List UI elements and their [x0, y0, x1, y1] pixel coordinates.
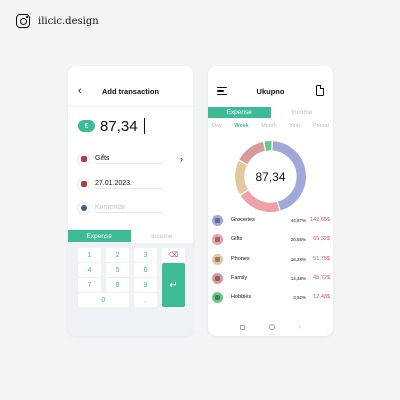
- add-transaction-header: ‹ Add transaction: [68, 84, 193, 98]
- list-item[interactable]: Groceries 44,87% 142,65$: [208, 214, 333, 226]
- page-title: Add transaction: [101, 86, 160, 96]
- expense-donut-chart: [235, 141, 306, 212]
- category-percent: 20,55%: [290, 236, 306, 242]
- category-amount: 65,32$: [313, 236, 330, 242]
- summary-header: Ukupno: [208, 84, 333, 98]
- period-custom[interactable]: Period: [313, 123, 329, 129]
- gift-icon: [212, 233, 223, 245]
- key-0[interactable]: 0: [78, 293, 129, 307]
- category-amount: 45,72$: [313, 275, 330, 281]
- tab-income[interactable]: Income: [270, 107, 333, 118]
- key-1[interactable]: 1: [78, 248, 101, 262]
- key-9[interactable]: 9: [134, 278, 157, 292]
- category-amount: 12,48$: [313, 294, 330, 300]
- menu-icon[interactable]: [217, 87, 227, 95]
- category-name: Phones: [231, 256, 250, 262]
- category-percent: 14,38%: [290, 275, 306, 281]
- back-arrow-icon[interactable]: ‹: [78, 85, 82, 97]
- header-divider: [68, 106, 193, 107]
- key-3[interactable]: 3: [134, 248, 157, 262]
- summary-type-tabs: Expense Income: [208, 107, 333, 118]
- comment-icon: [78, 202, 89, 214]
- nav-back-icon[interactable]: ‹: [298, 323, 302, 331]
- text-caret: [143, 118, 145, 134]
- list-item[interactable]: Phones 16,28% 51,75$: [208, 253, 333, 265]
- hobbies-icon: [212, 291, 223, 303]
- category-name: Gifts: [231, 236, 243, 242]
- donut-total: 87,34: [255, 169, 286, 184]
- period-month[interactable]: Month: [261, 123, 277, 129]
- tab-expense[interactable]: Expense: [68, 230, 131, 242]
- calendar-icon: [78, 178, 89, 190]
- comment-field[interactable]: Komentar: [78, 201, 183, 215]
- home-icon[interactable]: [268, 324, 275, 330]
- period-day[interactable]: Day: [212, 123, 222, 129]
- gift-icon: [78, 153, 89, 165]
- recents-icon[interactable]: [239, 324, 245, 330]
- backspace-icon[interactable]: ⌫: [162, 248, 185, 262]
- list-item[interactable]: Family 14,38% 45,72$: [208, 272, 333, 284]
- category-percent: 3,92%: [293, 294, 306, 300]
- phone-icon: [212, 253, 223, 265]
- page-title: Ukupno: [256, 86, 285, 96]
- category-percent: 44,87%: [290, 217, 306, 223]
- tab-expense[interactable]: Expense: [208, 107, 271, 118]
- donut-segment-family: [239, 141, 266, 165]
- document-icon[interactable]: [316, 84, 325, 96]
- category-amount: 51,75$: [313, 256, 330, 262]
- category-value: Gifts: [95, 155, 163, 164]
- chevron-right-icon[interactable]: ›: [180, 154, 183, 164]
- summary-screen: Ukupno Expense Income Day Week Month Yea…: [208, 66, 333, 336]
- add-transaction-screen: ‹ Add transaction € 87,34 Gifts › 27.01.…: [68, 66, 193, 336]
- amount-input[interactable]: € 87,34: [78, 116, 183, 136]
- key-8[interactable]: 8: [106, 278, 129, 292]
- groceries-icon: [212, 214, 223, 226]
- category-percent: 16,28%: [290, 256, 306, 262]
- period-selector: Day Week Month Year Period: [212, 123, 329, 129]
- period-week[interactable]: Week: [234, 123, 249, 129]
- key-decimal[interactable]: .: [134, 293, 157, 307]
- instagram-icon: [16, 14, 30, 28]
- category-name: Hobbies: [231, 294, 252, 300]
- category-field[interactable]: Gifts ›: [78, 152, 183, 166]
- numeric-keypad: 1 2 3 ⌫ 4 5 6 7 8 9 0 . ↵: [68, 243, 193, 336]
- period-year[interactable]: Year: [289, 123, 301, 129]
- family-icon: [212, 272, 223, 284]
- list-item[interactable]: Hobbies 3,92% 12,48$: [208, 291, 333, 303]
- brand-header: ilicic.design: [16, 14, 99, 28]
- donut-segment-phones: [235, 161, 249, 195]
- amount-value: 87,34: [100, 117, 138, 135]
- key-4[interactable]: 4: [78, 263, 101, 277]
- date-field[interactable]: 27.01.2023.: [78, 177, 183, 191]
- category-amount: 142,65$: [310, 217, 330, 223]
- category-name: Groceries: [231, 217, 255, 223]
- brand-handle: ilicic.design: [38, 15, 99, 27]
- tab-income[interactable]: Income: [130, 230, 193, 242]
- enter-button[interactable]: ↵: [162, 263, 185, 307]
- list-item[interactable]: Gifts 20,55% 65,32$: [208, 233, 333, 245]
- android-nav-bar: ‹: [208, 318, 333, 336]
- key-5[interactable]: 5: [106, 263, 129, 277]
- key-7[interactable]: 7: [78, 278, 101, 292]
- donut-segment-gifts: [240, 190, 280, 212]
- comment-placeholder: Komentar: [95, 204, 163, 213]
- date-value: 27.01.2023.: [95, 180, 163, 189]
- category-name: Family: [231, 275, 248, 281]
- donut-segment-groceries: [272, 141, 306, 211]
- key-6[interactable]: 6: [134, 263, 157, 277]
- currency-badge[interactable]: €: [78, 120, 95, 132]
- transaction-type-tabs: Expense Income: [68, 230, 193, 242]
- key-2[interactable]: 2: [106, 248, 129, 262]
